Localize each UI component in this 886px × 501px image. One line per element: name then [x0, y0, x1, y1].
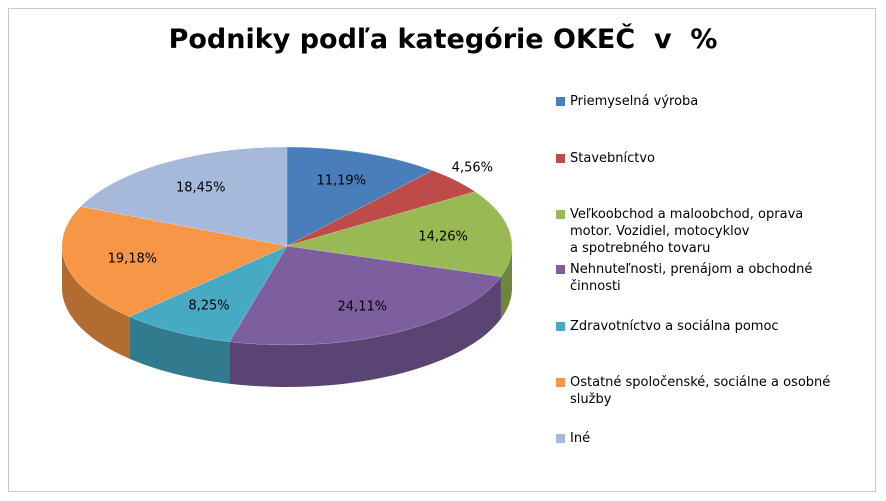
legend-label: Iné [570, 431, 591, 446]
legend-swatch [556, 210, 565, 219]
pie-slice [128, 245, 288, 342]
pie-side [500, 246, 512, 319]
legend-label: Nehnuteľnosti, prenájom a obchodné činno… [570, 262, 813, 294]
legend-swatch [556, 434, 565, 443]
legend-item: Veľkoobchod a maloobchod, oprava motor. … [556, 206, 803, 257]
legend-item: Iné [556, 430, 590, 447]
legend-swatch [556, 322, 565, 331]
legend-label: Ostatné spoločenské, sociálne a osobné s… [570, 375, 831, 407]
data-label: 8,25% [188, 299, 229, 314]
legend-label: Zdravotníctvo a sociálna pomoc [570, 319, 779, 334]
pie-slice [286, 191, 513, 277]
legend-label: Veľkoobchod a maloobchod, oprava motor. … [570, 207, 804, 256]
pie-side [62, 246, 130, 359]
pie-slice [286, 170, 476, 247]
pie-slice [286, 146, 434, 247]
chart-frame [8, 8, 876, 492]
data-label: 11,19% [316, 173, 366, 188]
data-label: 4,56% [452, 160, 493, 175]
pie-side [129, 316, 230, 384]
legend-item: Stavebníctvo [556, 150, 655, 167]
pie-side [229, 276, 501, 387]
legend-swatch [556, 154, 565, 163]
data-label: 14,26% [418, 229, 468, 244]
pie-slice [228, 245, 502, 346]
legend-swatch [556, 265, 565, 274]
chart-title: Podniky podľa kategórie OKEČ v % [168, 24, 718, 55]
legend-label: Stavebníctvo [570, 151, 656, 166]
data-label: 19,18% [108, 252, 158, 267]
legend-label: Priemyselná výroba [570, 94, 699, 109]
legend-swatch [556, 378, 565, 387]
legend-item: Zdravotníctvo a sociálna pomoc [556, 318, 779, 335]
pie-slice [80, 146, 288, 247]
legend-swatch [556, 97, 565, 106]
legend-item: Ostatné spoločenské, sociálne a osobné s… [556, 374, 830, 408]
pie-slice [61, 206, 288, 317]
data-label: 24,11% [338, 299, 388, 314]
data-label: 18,45% [176, 181, 226, 196]
legend-item: Nehnuteľnosti, prenájom a obchodné činno… [556, 261, 812, 295]
legend-item: Priemyselná výroba [556, 93, 698, 110]
